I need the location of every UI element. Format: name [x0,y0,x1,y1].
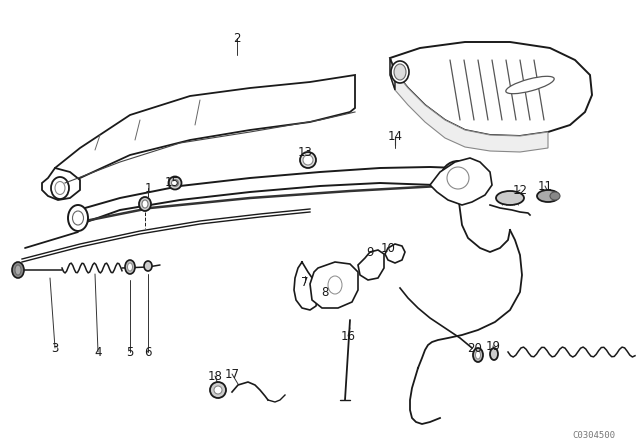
Ellipse shape [473,348,483,362]
Ellipse shape [210,382,226,398]
Text: 18: 18 [207,370,223,383]
Ellipse shape [55,181,65,194]
Ellipse shape [125,260,135,274]
Text: 4: 4 [94,345,102,358]
Ellipse shape [441,161,475,195]
Text: 5: 5 [126,345,134,358]
Text: 19: 19 [486,340,500,353]
Ellipse shape [328,276,342,294]
Ellipse shape [168,177,182,190]
Ellipse shape [496,191,524,205]
Polygon shape [78,167,468,225]
Ellipse shape [51,177,69,199]
Polygon shape [390,58,395,90]
Polygon shape [430,158,492,205]
Ellipse shape [391,61,409,83]
Text: 3: 3 [51,341,59,354]
Polygon shape [390,58,548,152]
Ellipse shape [447,167,469,189]
Text: 2: 2 [233,31,241,44]
Text: 16: 16 [340,329,355,343]
Text: C0304500: C0304500 [572,431,615,440]
Text: 6: 6 [144,345,152,358]
Text: 14: 14 [387,130,403,143]
Ellipse shape [537,190,559,202]
Polygon shape [42,168,80,200]
Text: 10: 10 [381,241,396,254]
Text: 9: 9 [366,246,374,258]
Text: 20: 20 [468,341,483,354]
Ellipse shape [550,192,560,200]
Ellipse shape [476,351,481,359]
Ellipse shape [72,211,83,225]
Text: 12: 12 [513,184,527,197]
Polygon shape [55,75,355,188]
Ellipse shape [214,386,222,394]
Text: 7: 7 [301,276,308,289]
Ellipse shape [142,200,148,208]
Ellipse shape [139,197,151,211]
Text: 13: 13 [298,146,312,159]
Polygon shape [390,42,592,136]
Ellipse shape [144,261,152,271]
Text: 8: 8 [321,287,329,300]
Text: 11: 11 [538,180,552,193]
Ellipse shape [127,263,132,271]
Ellipse shape [15,265,21,275]
Ellipse shape [394,64,406,80]
Text: 15: 15 [164,177,179,190]
Polygon shape [358,250,384,280]
Polygon shape [385,244,405,263]
Ellipse shape [303,155,313,165]
Text: 1: 1 [144,181,152,194]
Text: 17: 17 [225,367,239,380]
Ellipse shape [12,262,24,278]
Ellipse shape [490,348,498,360]
Ellipse shape [172,180,179,186]
Ellipse shape [300,152,316,168]
Ellipse shape [68,205,88,231]
Ellipse shape [506,76,554,94]
Polygon shape [310,262,358,308]
